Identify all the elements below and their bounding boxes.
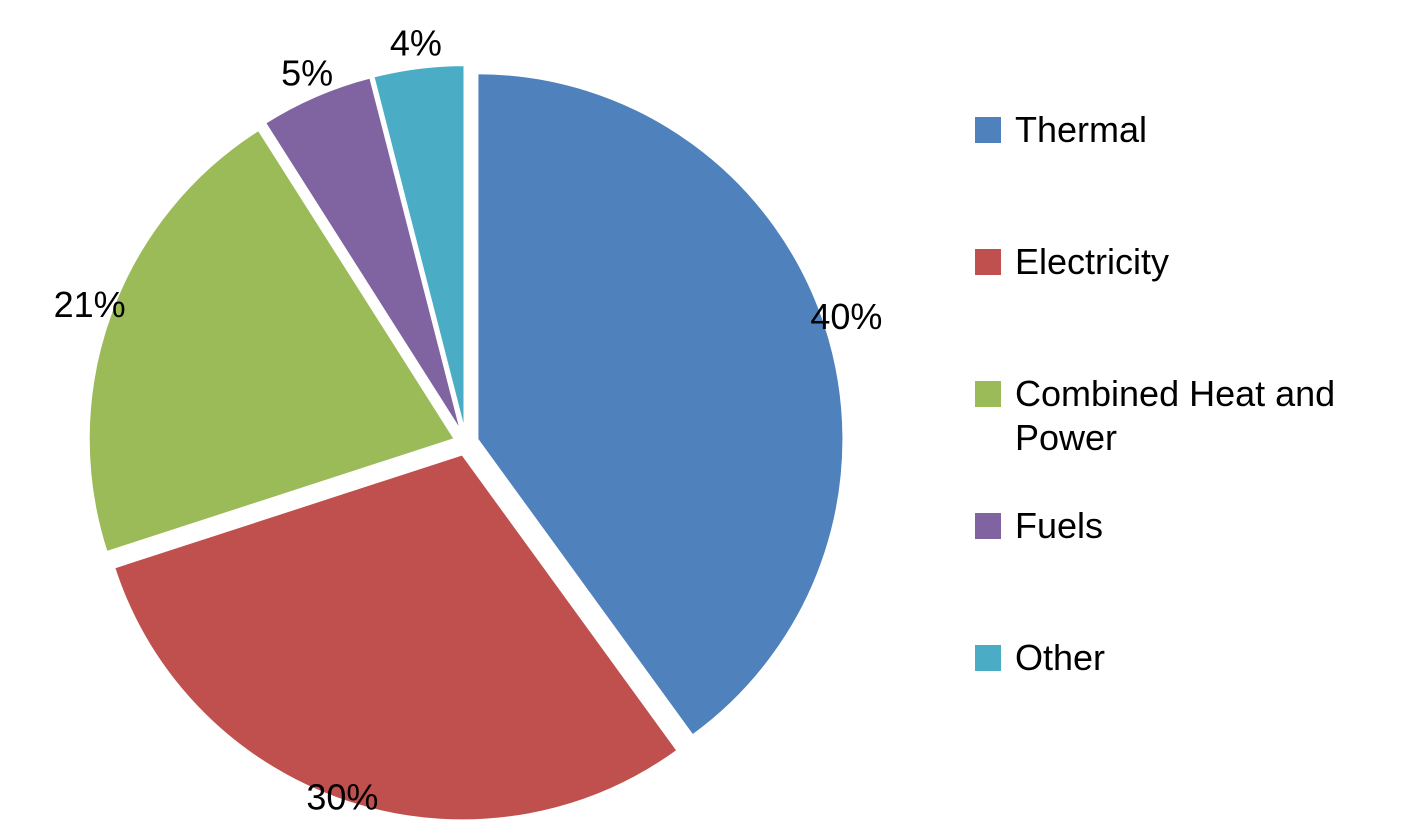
legend-label: Thermal bbox=[1015, 109, 1148, 150]
legend-label: Combined Heat and Power bbox=[1015, 373, 1336, 458]
data-label: 21% bbox=[54, 284, 126, 325]
legend-label: Fuels bbox=[1015, 505, 1104, 546]
legend-swatch bbox=[975, 117, 1001, 143]
data-label: 40% bbox=[810, 296, 882, 337]
pie-area: 40% 30% 21% 5% 4% bbox=[54, 23, 882, 822]
legend-swatch bbox=[975, 645, 1001, 671]
legend-swatch bbox=[975, 513, 1001, 539]
legend-label: Other bbox=[1015, 637, 1106, 678]
pie-slice bbox=[263, 76, 463, 433]
legend-label: Electricity bbox=[1015, 241, 1170, 282]
legend-swatch bbox=[975, 249, 1001, 275]
legend-item: Electricity bbox=[975, 240, 1395, 284]
pie-slice bbox=[372, 64, 466, 432]
data-label: 30% bbox=[306, 777, 378, 818]
data-label: 4% bbox=[390, 23, 442, 64]
data-label: 5% bbox=[281, 52, 333, 93]
pie-slice bbox=[112, 453, 679, 822]
legend-item: Thermal bbox=[975, 108, 1395, 152]
legend-item: Other bbox=[975, 636, 1395, 680]
pie-slice bbox=[476, 72, 845, 737]
legend-item: Combined Heat and Power bbox=[975, 372, 1395, 460]
pie-slice bbox=[87, 128, 457, 554]
legend-swatch bbox=[975, 381, 1001, 407]
legend-item: Fuels bbox=[975, 504, 1395, 548]
